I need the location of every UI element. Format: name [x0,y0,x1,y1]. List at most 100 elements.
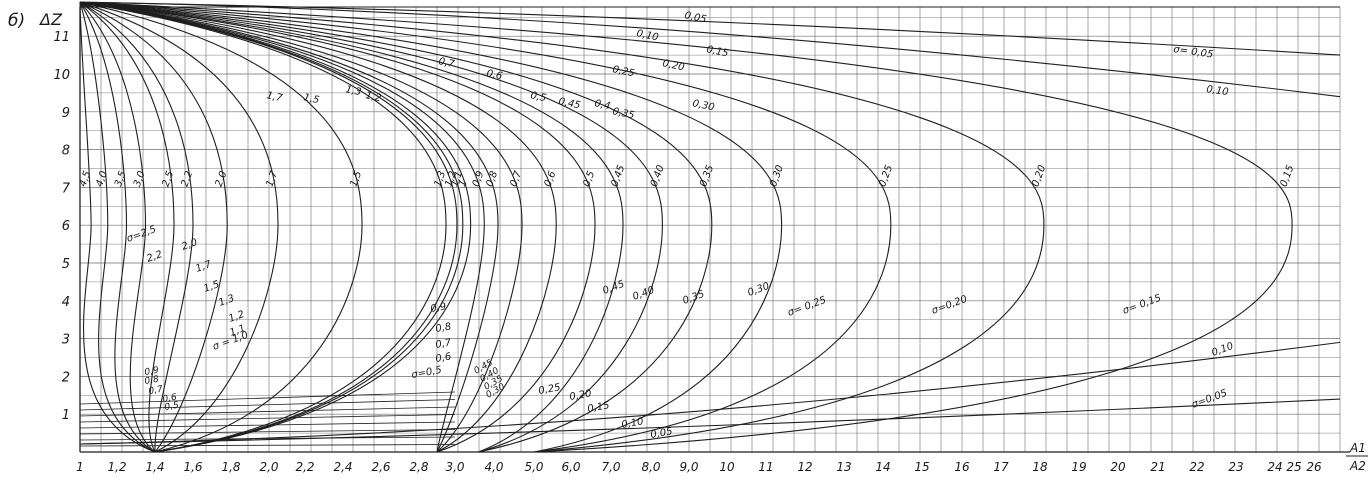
x-tick-label: 22 [1189,460,1204,474]
y-tick-label: 6 [62,219,70,234]
curve-lower-bound [79,398,1341,445]
left-curve-label: 1,7 [194,259,213,275]
x-tick-label: 11 [758,460,773,474]
curve-series [79,2,156,453]
upper-label: 1,2 [364,90,382,104]
left-small-label: 0,8 [144,375,160,387]
x-tick-label: 1,2 [107,460,126,474]
x-tick-label: 2,6 [371,460,390,474]
curve-base-fan [79,406,456,417]
series-label: 3,0 [132,170,148,189]
upper-label: 0,25 [611,64,635,79]
x-tick-label: 16 [954,460,970,474]
curve-base-fan [79,429,456,435]
left-curve-label: 1,5 [202,279,221,295]
right-lower-label: σ= 0,25 [786,295,828,319]
curve-base-fan [79,421,456,429]
series-label: 1,7 [264,169,280,188]
series-label: 0,30 [768,164,786,189]
curve-series [79,1,279,453]
right-lower-label: 0,30 [746,281,771,299]
y-tick-label: 5 [62,257,70,272]
low-label: 0,10 [621,416,645,431]
left-curve-label: 1,2 [227,309,246,325]
curve-series [79,1,892,453]
series-label: 2,5 [160,170,176,189]
curve-series [79,1,499,453]
curve-series [79,1,156,453]
curve-series [79,1,472,453]
low-label: 0,15 [587,400,611,415]
series-label: 1,1 [449,170,465,189]
curve-series [79,1,228,453]
x-tick-label: 7,0 [601,460,620,474]
x-tick-label: 17 [993,460,1009,474]
series-label: 0,45 [609,164,627,189]
x-tick-label: 19 [1071,460,1086,474]
series-label: 0,35 [698,164,716,189]
upper-label: 0,4 [593,98,611,112]
series-label: 4,0 [94,170,110,189]
curve-series [79,1,458,453]
series-label: 1,3 [432,170,448,189]
x-tick-label: 1,8 [221,460,240,474]
left-small-label: 0,6 [162,393,178,405]
panel-label: б) [8,11,25,31]
axis-layer: б) ΔZ A1 A2 1 1,2 1,4 1,6 1,8 2,0 2,2 2,4 2,6 2,8… [8,6,1368,474]
x-tick-label: 25 [1286,460,1301,474]
left-curve-label: σ=2,5 [125,224,158,245]
left-small-label: 0,9 [144,366,160,378]
x-tick-label: 3,0 [445,460,464,474]
y-tick-label: 9 [62,106,70,121]
y-tick-label: 11 [53,30,70,45]
grid-layer [79,7,1341,453]
y-tick-label: 3 [62,333,70,348]
upper-label: 0,10 [635,28,659,43]
x-tick-label: 2,0 [259,460,278,474]
upper-label: 0,6 [485,68,503,82]
left-small-label: 0,7 [148,385,164,397]
x-tick-label: 2,8 [409,460,428,474]
x-tick-label: 2,2 [295,460,314,474]
x-tick-label: 4,0 [484,460,503,474]
series-label: 0,20 [1030,164,1048,189]
upper-label: 0,5 [529,90,547,104]
y-tick-label: 2 [62,370,70,385]
upper-label: 1,7 [265,90,283,104]
x-tick-label: 9,0 [679,460,698,474]
curve-series [79,2,156,453]
x-tick-label: 12 [797,460,812,474]
upper-label: 0,30 [691,98,715,113]
curve-series [79,1,523,453]
y-axis-label: ΔZ [38,10,63,29]
curve-base-fan [79,436,456,441]
x-tick-label: 15 [914,460,929,474]
upper-label: 0,20 [661,58,685,73]
low-label: 0,20 [569,388,593,403]
series-label: 1,2 [443,170,459,189]
curve-base-fan [79,391,456,405]
series-label: 0,15 [1279,164,1297,189]
x-tick-label: 2,4 [333,460,352,474]
curve-series [79,1,485,453]
upper-label: 1,5 [302,92,320,106]
curve-series [79,1,447,453]
curve-series [79,1,464,453]
mid-label: 0,8 [435,321,453,335]
curve-series [79,1,557,453]
mid-label: 0,7 [435,337,453,351]
series-label: 0,6 [543,170,559,189]
series-label: 3,5 [113,170,129,189]
mid-label: 0,9 [430,301,448,315]
low-label: 0,25 [538,382,562,397]
low-label: 0,05 [650,426,674,441]
curve-series [79,1,624,453]
mid-label: 0,6 [435,351,453,365]
upper-label: 0,7 [437,56,455,70]
x-tick-label: 6,0 [561,460,580,474]
upper-label: 1,3 [344,84,362,98]
curve-series [79,1,596,453]
left-curve-label: 2,2 [145,249,164,265]
curve-series [79,1,363,453]
